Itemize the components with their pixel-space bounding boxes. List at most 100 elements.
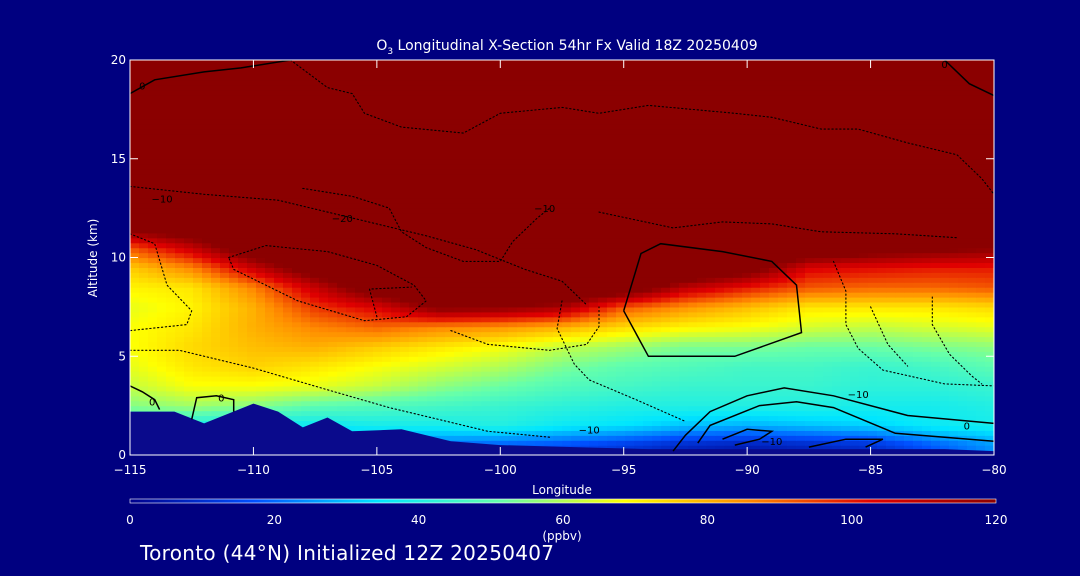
heatmap-cell — [535, 405, 545, 412]
heatmap-cell — [688, 435, 698, 441]
heatmap-cell — [139, 385, 149, 392]
heatmap-cell — [175, 366, 185, 372]
heatmap-cell — [391, 213, 401, 219]
heatmap-cell — [454, 410, 464, 417]
heatmap-cell — [382, 371, 392, 377]
heatmap-cell — [643, 400, 653, 407]
heatmap-cell — [310, 410, 320, 417]
heatmap-cell — [661, 376, 671, 382]
heatmap-cell — [148, 247, 158, 254]
heatmap-cell — [850, 222, 860, 229]
heatmap-cell — [436, 242, 446, 249]
heatmap-cell — [409, 405, 419, 412]
heatmap-cell — [607, 425, 617, 431]
heatmap-cell — [814, 445, 824, 451]
heatmap-cell — [553, 218, 563, 224]
heatmap-cell — [760, 316, 770, 323]
heatmap-cell — [904, 410, 914, 417]
heatmap-cell — [274, 341, 284, 347]
heatmap-cell — [382, 282, 392, 288]
heatmap-cell — [292, 410, 302, 417]
heatmap-cell — [436, 346, 446, 352]
heatmap-cell — [940, 203, 950, 209]
heatmap-cell — [508, 267, 518, 273]
heatmap-cell — [463, 232, 473, 239]
heatmap-cell — [985, 376, 994, 382]
heatmap-cell — [373, 301, 383, 308]
heatmap-cell — [535, 435, 545, 441]
heatmap-cell — [904, 380, 914, 387]
heatmap-cell — [139, 341, 149, 347]
heatmap-cell — [166, 208, 176, 214]
heatmap-cell — [346, 380, 356, 387]
heatmap-cell — [661, 371, 671, 377]
heatmap-cell — [481, 232, 491, 239]
heatmap-cell — [292, 400, 302, 407]
heatmap-cell — [283, 208, 293, 214]
heatmap-cell — [949, 415, 959, 422]
heatmap-cell — [535, 232, 545, 239]
heatmap-cell — [508, 272, 518, 278]
heatmap-cell — [265, 385, 275, 392]
heatmap-cell — [895, 415, 905, 422]
heatmap-cell — [841, 227, 851, 234]
heatmap-cell — [553, 415, 563, 422]
heatmap-cell — [733, 247, 743, 254]
heatmap-cell — [364, 222, 374, 229]
heatmap-cell — [508, 390, 518, 397]
heatmap-cell — [913, 376, 923, 382]
heatmap-cell — [256, 282, 266, 288]
heatmap-cell — [859, 247, 869, 254]
heatmap-cell — [202, 306, 212, 313]
heatmap-cell — [166, 321, 176, 328]
heatmap-cell — [904, 267, 914, 273]
heatmap-cell — [832, 237, 842, 244]
heatmap-cell — [130, 306, 140, 313]
heatmap-cell — [562, 341, 572, 347]
heatmap-cell — [859, 395, 869, 402]
heatmap-cell — [481, 376, 491, 382]
heatmap-cell — [328, 326, 338, 333]
heatmap-cell — [247, 346, 257, 352]
heatmap-cell — [607, 213, 617, 219]
heatmap-cell — [850, 237, 860, 244]
heatmap-cell — [166, 380, 176, 387]
heatmap-cell — [841, 218, 851, 224]
heatmap-cell — [238, 306, 248, 313]
heatmap-cell — [589, 232, 599, 239]
heatmap-cell — [454, 316, 464, 323]
heatmap-cell — [976, 306, 986, 313]
heatmap-cell — [814, 395, 824, 402]
heatmap-cell — [715, 247, 725, 254]
heatmap-cell — [454, 356, 464, 362]
heatmap-cell — [562, 227, 572, 234]
heatmap-cell — [688, 297, 698, 303]
heatmap-cell — [985, 242, 994, 249]
heatmap-cell — [535, 420, 545, 426]
heatmap-cell — [481, 395, 491, 402]
heatmap-cell — [553, 336, 563, 343]
heatmap-cell — [373, 237, 383, 244]
heatmap-cell — [193, 208, 203, 214]
heatmap-cell — [679, 331, 689, 338]
heatmap-cell — [229, 257, 239, 264]
heatmap-cell — [733, 376, 743, 382]
heatmap-cell — [391, 400, 401, 407]
chart-title-rest: Longitudinal X-Section 54hr Fx Valid 18Z… — [393, 38, 758, 54]
heatmap-cell — [472, 292, 482, 298]
heatmap-cell — [265, 227, 275, 234]
heatmap-cell — [193, 267, 203, 273]
heatmap-cell — [625, 198, 635, 204]
heatmap-cell — [355, 385, 365, 392]
heatmap-cell — [760, 395, 770, 402]
heatmap-cell — [166, 252, 176, 259]
heatmap-cell — [598, 237, 608, 244]
heatmap-cell — [364, 242, 374, 249]
heatmap-cell — [328, 351, 338, 357]
heatmap-cell — [949, 390, 959, 397]
heatmap-cell — [274, 203, 284, 209]
heatmap-cell — [355, 405, 365, 412]
heatmap-cell — [526, 232, 536, 239]
heatmap-cell — [355, 247, 365, 254]
heatmap-cell — [679, 380, 689, 387]
